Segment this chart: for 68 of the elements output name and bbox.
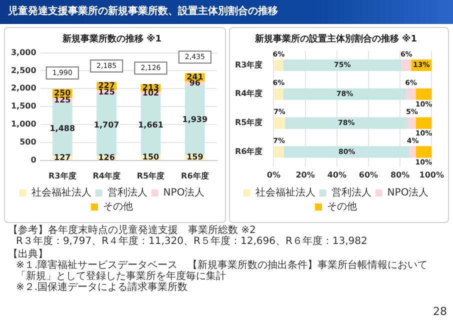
y-tick-label: 3,000 [10,48,37,57]
y-tick-label: R6年度 [234,146,263,156]
x-tick-label: R4年度 [92,170,120,180]
bar [274,117,285,129]
text: R３年度：9,797、R４年度：11,320、R５年度：12,696、R６年度：13,982 [15,236,368,247]
data-label: 150 [142,152,160,162]
bar [416,88,432,100]
text: 【出典】 [8,249,48,260]
y-tick-label: 1,500 [10,102,37,111]
data-label: 126 [98,152,116,162]
text: ※１.障害福祉サービスデータベース 【新規事業所数の抽出条件】事業所台帳情報において「新規」として登録した事業所を年度毎に集計 [15,260,428,282]
bar [406,88,416,100]
text: 児童発達支援事業所の新規事業所数、設置主体別割合の推移 [0,0,453,24]
y-tick-label: 2,500 [10,66,37,75]
bar [184,85,205,155]
x-tick-label: 20% [296,170,315,180]
bar [52,102,72,156]
x-tick-label: 80% [390,170,410,180]
data-label: 1,707 [94,120,120,130]
data-label: 159 [186,152,204,162]
legend-label: NPO法人 [387,186,429,199]
text: 【参考】各年度末時点の児童発達支援 事業所総数 ※2 [8,225,257,236]
x-tick-label: 60% [358,170,378,180]
legend-label: その他 [327,200,357,213]
x-tick-label: R6年度 [181,170,209,180]
data-label: 250 [54,88,72,98]
bar [408,117,416,129]
x-tick-label: 40% [327,170,346,180]
x-tick-label: R5年度 [136,170,165,180]
y-tick-label: 0 [30,155,37,164]
data-label: 1,939 [182,115,208,124]
x-tick-label: R3年度 [48,170,76,180]
bar [274,88,284,100]
y-tick-label: 2,000 [10,84,37,93]
bar [283,88,406,100]
y-tick-label: 1,000 [10,120,37,129]
y-tick-label: R5年度 [234,117,263,128]
bar [274,146,284,158]
chart-title: 新規事業所数の推移 ※1 [61,34,162,45]
legend-label: NPO法人 [163,186,205,199]
bar [402,59,412,72]
legend-label: 営利法人 [331,186,372,199]
bar [284,146,410,158]
bar [140,95,161,156]
text: ※２.国保連データによる請求事業所数 [15,282,189,293]
x-tick-label: 0% [266,170,281,180]
bar [416,146,432,158]
data-label: 1,488 [50,124,76,134]
data-label: 1,661 [138,120,164,130]
data-label: 125 [98,87,116,96]
bar [416,117,432,129]
bar [410,146,416,158]
legend-label: 社会福祉法人 [31,186,92,199]
legend-label: 営利法人 [107,186,148,199]
y-tick-label: R3年度 [234,59,263,70]
bar [96,94,117,156]
data-label: 125 [54,95,72,104]
legend-label: 社会福祉法人 [255,186,316,199]
x-tick-label: 100% [419,170,444,180]
bar [283,59,402,72]
chart-title: 新規事業所の設置主体別割合の推移 ※1 [254,34,418,45]
legend-label: その他 [103,200,133,213]
data-label: 127 [54,152,71,162]
bar [274,59,284,72]
y-tick-label: 500 [20,138,37,147]
y-tick-label: R4年度 [234,88,263,98]
text: 28 [433,305,447,318]
bar [284,117,408,129]
